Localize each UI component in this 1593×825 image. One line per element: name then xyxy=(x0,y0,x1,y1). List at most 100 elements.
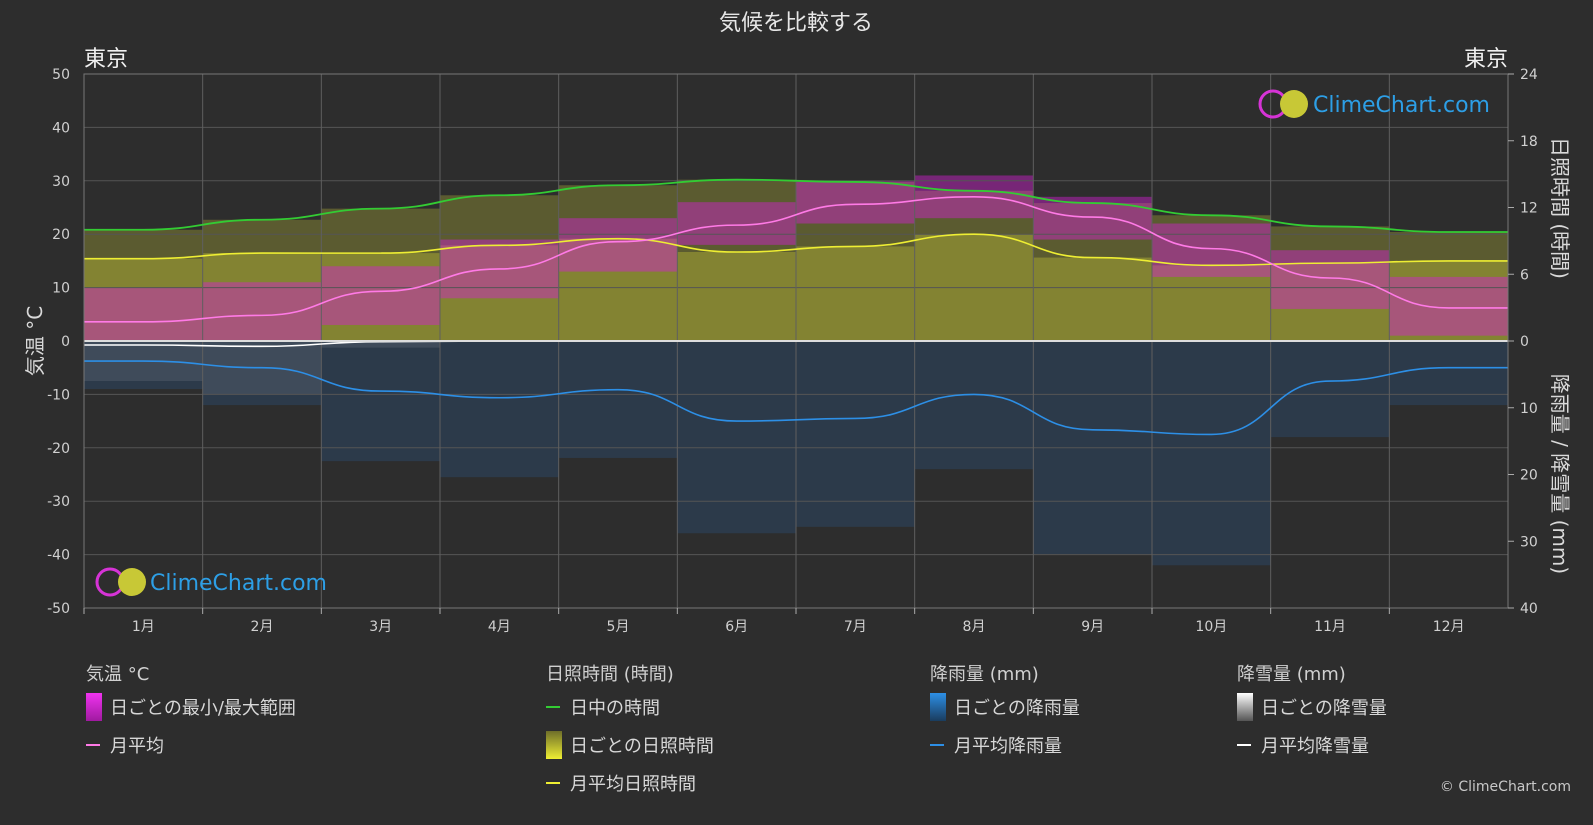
y-right-top-tick-label: 18 xyxy=(1520,134,1538,150)
sunshine-bar xyxy=(558,238,678,341)
y-left-tick-label: -10 xyxy=(47,387,70,403)
sunshine-daylight-bar xyxy=(1152,215,1271,341)
climate-chart: 気候を比較する 東京 東京 50 40 30 20 10 0 -10 -20 -30 -40 -50… xyxy=(23,11,1572,635)
legend-rain-avg: 月平均降雨量 xyxy=(930,726,1080,764)
y-right-top-tick-label: 6 xyxy=(1520,267,1529,283)
sunshine-swatch xyxy=(546,731,562,759)
legend-temp-range: 日ごとの最小/最大範囲 xyxy=(86,688,296,726)
snow-swatch xyxy=(1237,693,1253,721)
x-tick-label: 8月 xyxy=(963,619,986,635)
x-tick-label: 11月 xyxy=(1314,619,1346,635)
sunshine-bar xyxy=(677,252,796,341)
temp-range-bar xyxy=(1152,223,1271,277)
x-tick-label: 7月 xyxy=(844,619,867,635)
rain-bar xyxy=(914,341,1034,470)
legend-daylight: 日中の時間 xyxy=(546,688,714,726)
sunshine-bar xyxy=(1270,263,1390,341)
rain-avg-line xyxy=(84,360,1508,436)
sunshine-daylight-bar xyxy=(202,219,322,341)
y-left-tick-label: 20 xyxy=(52,227,70,243)
legend-temp-avg-label: 月平均 xyxy=(110,736,164,757)
rain-swatch xyxy=(930,693,946,721)
y-left-tick-label: 50 xyxy=(52,67,70,83)
legend-snow-avg-label: 月平均降雪量 xyxy=(1261,736,1369,757)
watermark-top-text: ClimeChart.com xyxy=(1313,93,1490,118)
sunshine-avg-swatch xyxy=(546,782,560,784)
legend-snow: 降雪量 (mm) 日ごとの降雪量 月平均降雪量 xyxy=(1237,660,1387,764)
legend-rain-avg-label: 月平均降雨量 xyxy=(954,736,1062,757)
rain-avg-swatch xyxy=(930,744,944,746)
city-right-label: 東京 xyxy=(1464,47,1508,72)
chart-title: 気候を比較する xyxy=(719,11,873,36)
rain-bar xyxy=(440,341,559,478)
legend-rain: 降雨量 (mm) 日ごとの降雨量 月平均降雨量 xyxy=(930,660,1080,764)
temp-range-swatch xyxy=(86,693,102,721)
legend-sunshine-daily-label: 日ごとの日照時間 xyxy=(570,736,714,757)
y-right-bottom-tick-label: 40 xyxy=(1520,601,1538,617)
sunshine-bar xyxy=(1152,265,1271,341)
legend-snow-heading: 降雪量 (mm) xyxy=(1237,664,1346,685)
temp-range-bar xyxy=(202,282,322,341)
sunshine-daylight-bar xyxy=(558,185,678,341)
sunshine-bar xyxy=(202,253,322,341)
daylight-line xyxy=(84,178,1508,233)
x-tick-label: 4月 xyxy=(488,619,511,635)
legend-snow-avg: 月平均降雪量 xyxy=(1237,726,1387,764)
y-right-bottom-tick-label: 20 xyxy=(1520,468,1538,484)
watermark-top: ClimeChart.com xyxy=(1258,89,1490,119)
sunshine-bar xyxy=(1033,257,1152,341)
temp-range-bar xyxy=(321,266,440,325)
rain-bar xyxy=(558,341,678,458)
x-tick-label: 3月 xyxy=(369,619,392,635)
y-left-tick-label: -40 xyxy=(47,548,70,564)
snow-avg-swatch xyxy=(1237,744,1251,746)
legend-snow-daily-label: 日ごとの降雪量 xyxy=(1261,698,1387,719)
rain-bar xyxy=(1270,341,1390,438)
temp-range-bar xyxy=(1389,276,1508,336)
legend-temp-avg: 月平均 xyxy=(86,726,296,764)
copyright-text: © ClimeChart.com xyxy=(1439,779,1571,795)
snow-bar xyxy=(321,341,440,348)
city-left-label: 東京 xyxy=(84,47,128,72)
legend-temp: 気温 °C 日ごとの最小/最大範囲 月平均 xyxy=(86,660,296,764)
watermark-bottom-text: ClimeChart.com xyxy=(150,571,327,596)
legend-rain-daily: 日ごとの降雨量 xyxy=(930,688,1080,726)
y-left-tick-label: -20 xyxy=(47,441,70,457)
watermark-bottom: ClimeChart.com xyxy=(95,567,327,597)
y-left-tick-label: 0 xyxy=(61,334,70,350)
legend: 気温 °C 日ごとの最小/最大範囲 月平均 日照時間 (時間) 日中の時間 日ご… xyxy=(0,660,1593,820)
rain-bar xyxy=(84,341,203,390)
sunshine-daylight-bar xyxy=(1033,203,1152,341)
x-tick-label: 12月 xyxy=(1433,619,1465,635)
plot-area xyxy=(83,73,1509,609)
x-tick-label: 1月 xyxy=(132,619,155,635)
sunshine-daylight-bar xyxy=(914,190,1034,341)
y-left-tick-label: 30 xyxy=(52,174,70,190)
x-tick-label: 6月 xyxy=(725,619,748,635)
rain-bar xyxy=(1389,341,1508,406)
y-right-top-tick-label: 0 xyxy=(1520,334,1529,350)
legend-sunshine-avg: 月平均日照時間 xyxy=(546,764,714,802)
rain-bar xyxy=(321,341,440,462)
legend-temp-range-label: 日ごとの最小/最大範囲 xyxy=(110,698,296,719)
y-left-axis-label: 気温 °C xyxy=(23,306,47,376)
x-tick-label: 5月 xyxy=(607,619,630,635)
sunshine-avg-line xyxy=(84,233,1508,267)
y-left-tick-label: 10 xyxy=(52,281,70,297)
sunshine-bar xyxy=(84,258,203,341)
y-right-bottom-axis-label: 降雨量 / 降雪量 (mm) xyxy=(1548,374,1572,574)
legend-sunshine-daily: 日ごとの日照時間 xyxy=(546,726,714,764)
y-right-top-tick-label: 24 xyxy=(1520,67,1538,83)
temp-range-bar xyxy=(1270,250,1390,309)
temp-range-bar xyxy=(558,218,678,272)
sunshine-bar xyxy=(796,246,915,341)
x-tick-label: 9月 xyxy=(1081,619,1104,635)
legend-sun-heading: 日照時間 (時間) xyxy=(546,664,674,685)
rain-bar xyxy=(796,341,915,527)
y-right-top-axis-label: 日照時間 (時間) xyxy=(1548,137,1572,279)
x-tick-label: 10月 xyxy=(1195,619,1227,635)
temp-avg-swatch xyxy=(86,744,100,746)
sunshine-daylight-bar xyxy=(677,179,796,341)
temp-range-bar xyxy=(677,202,796,245)
x-tick-label: 2月 xyxy=(251,619,274,635)
